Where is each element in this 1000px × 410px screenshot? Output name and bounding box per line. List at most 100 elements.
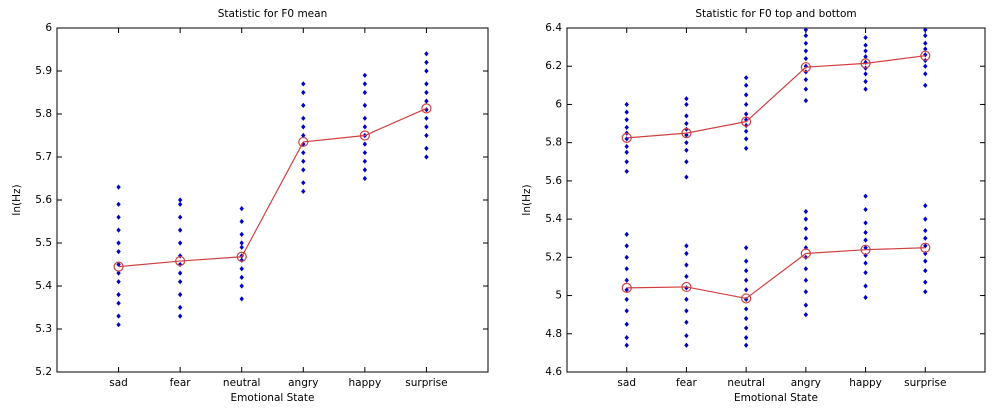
sample-dot bbox=[923, 216, 928, 222]
mean-marker bbox=[800, 62, 811, 73]
sample-dot bbox=[624, 308, 629, 314]
sample-dot bbox=[743, 128, 749, 134]
sample-dot bbox=[624, 254, 629, 260]
mean-marker bbox=[681, 281, 692, 293]
y-tick-label: 5.4 bbox=[35, 280, 52, 292]
sample-dot bbox=[803, 86, 809, 92]
sample-dot bbox=[923, 52, 928, 58]
sample-dot bbox=[624, 277, 629, 283]
y-tick-label: 5 bbox=[555, 290, 562, 302]
sample-dot bbox=[684, 342, 689, 348]
sample-dot bbox=[743, 268, 749, 274]
sample-dot bbox=[624, 266, 629, 272]
sample-dot bbox=[803, 289, 809, 295]
y-tick-label: 5.8 bbox=[35, 108, 52, 120]
sample-dot bbox=[684, 120, 689, 127]
x-tick-label: neutral bbox=[223, 377, 261, 389]
sample-dot bbox=[863, 283, 868, 289]
sample-dot bbox=[803, 27, 809, 33]
sample-dot bbox=[301, 102, 306, 108]
x-tick-label: happy bbox=[849, 377, 882, 389]
sample-dot bbox=[116, 322, 121, 328]
sample-dot bbox=[239, 218, 244, 225]
sample-dot bbox=[803, 254, 809, 260]
mean-marker bbox=[681, 128, 692, 139]
sample-dot bbox=[923, 40, 928, 46]
sample-dot bbox=[116, 261, 121, 268]
sample-dot bbox=[923, 250, 928, 257]
sample-dot bbox=[301, 132, 306, 139]
y-tick-label: 5.8 bbox=[545, 137, 562, 149]
sample-dot bbox=[301, 81, 306, 87]
sample-dot bbox=[424, 89, 429, 96]
sample-dot bbox=[863, 54, 868, 60]
mean-line bbox=[626, 55, 926, 139]
sample-dot bbox=[863, 294, 868, 301]
sample-dot bbox=[116, 227, 121, 233]
sample-dot bbox=[624, 136, 629, 142]
sample-dot bbox=[177, 279, 183, 285]
sample-dot bbox=[923, 203, 928, 209]
sample-dot bbox=[863, 270, 868, 276]
sample-dot bbox=[743, 306, 749, 312]
mean-marker bbox=[860, 58, 871, 69]
sample-dot bbox=[743, 296, 749, 302]
sample-dot bbox=[624, 296, 629, 302]
sample-dot bbox=[684, 319, 689, 325]
sample-dot bbox=[684, 243, 689, 249]
sample-dot bbox=[743, 82, 749, 88]
sample-dot bbox=[301, 124, 306, 130]
sample-dot bbox=[684, 262, 689, 268]
sample-dot bbox=[624, 335, 629, 341]
sample-dot bbox=[424, 51, 429, 57]
x-tick-label: angry bbox=[288, 377, 318, 389]
sample-dot bbox=[743, 335, 749, 341]
mean-marker bbox=[860, 244, 871, 255]
mean-marker bbox=[920, 242, 931, 253]
sample-dot bbox=[177, 313, 183, 319]
sample-dot bbox=[177, 304, 183, 311]
sample-dot bbox=[743, 111, 749, 117]
sample-dot bbox=[624, 117, 629, 123]
sample-dot bbox=[863, 78, 868, 85]
sample-dot bbox=[177, 197, 183, 203]
sample-dot bbox=[684, 113, 689, 119]
sample-dot bbox=[424, 124, 429, 130]
mean-marker bbox=[621, 282, 632, 294]
sample-dot bbox=[624, 143, 629, 150]
mean-line bbox=[626, 247, 926, 300]
sample-dot bbox=[803, 266, 809, 272]
sample-dot bbox=[684, 126, 689, 132]
sample-dot bbox=[362, 115, 368, 121]
sample-dot bbox=[624, 321, 629, 327]
sample-dot bbox=[743, 342, 749, 348]
sample-dot bbox=[362, 158, 368, 164]
sample-dot bbox=[116, 201, 121, 207]
sample-dot bbox=[424, 59, 429, 65]
x-tick-label: fear bbox=[170, 377, 192, 389]
x-tick-label: happy bbox=[349, 377, 382, 389]
sample-dot bbox=[803, 33, 809, 39]
sample-dot bbox=[923, 279, 928, 285]
sample-dot bbox=[301, 188, 306, 194]
sample-dot bbox=[923, 63, 928, 69]
sample-dot bbox=[177, 292, 183, 298]
sample-dot bbox=[624, 168, 629, 174]
sample-dot bbox=[923, 33, 928, 39]
sample-dot bbox=[424, 81, 429, 87]
sample-dot bbox=[116, 292, 121, 298]
sample-dot bbox=[239, 274, 244, 280]
sample-dot bbox=[624, 109, 629, 115]
sample-dot bbox=[177, 227, 183, 233]
sample-dot bbox=[743, 325, 749, 331]
sample-dot bbox=[863, 86, 868, 92]
x-tick-label: sad bbox=[617, 377, 636, 389]
sample-dot bbox=[743, 145, 749, 151]
sample-dot bbox=[239, 240, 244, 246]
sample-dot bbox=[116, 184, 121, 190]
sample-dot bbox=[362, 89, 368, 96]
y-tick-label: 5.4 bbox=[545, 213, 562, 225]
sample-dot bbox=[863, 237, 868, 243]
sample-dot bbox=[239, 266, 244, 272]
sample-dot bbox=[684, 147, 689, 153]
